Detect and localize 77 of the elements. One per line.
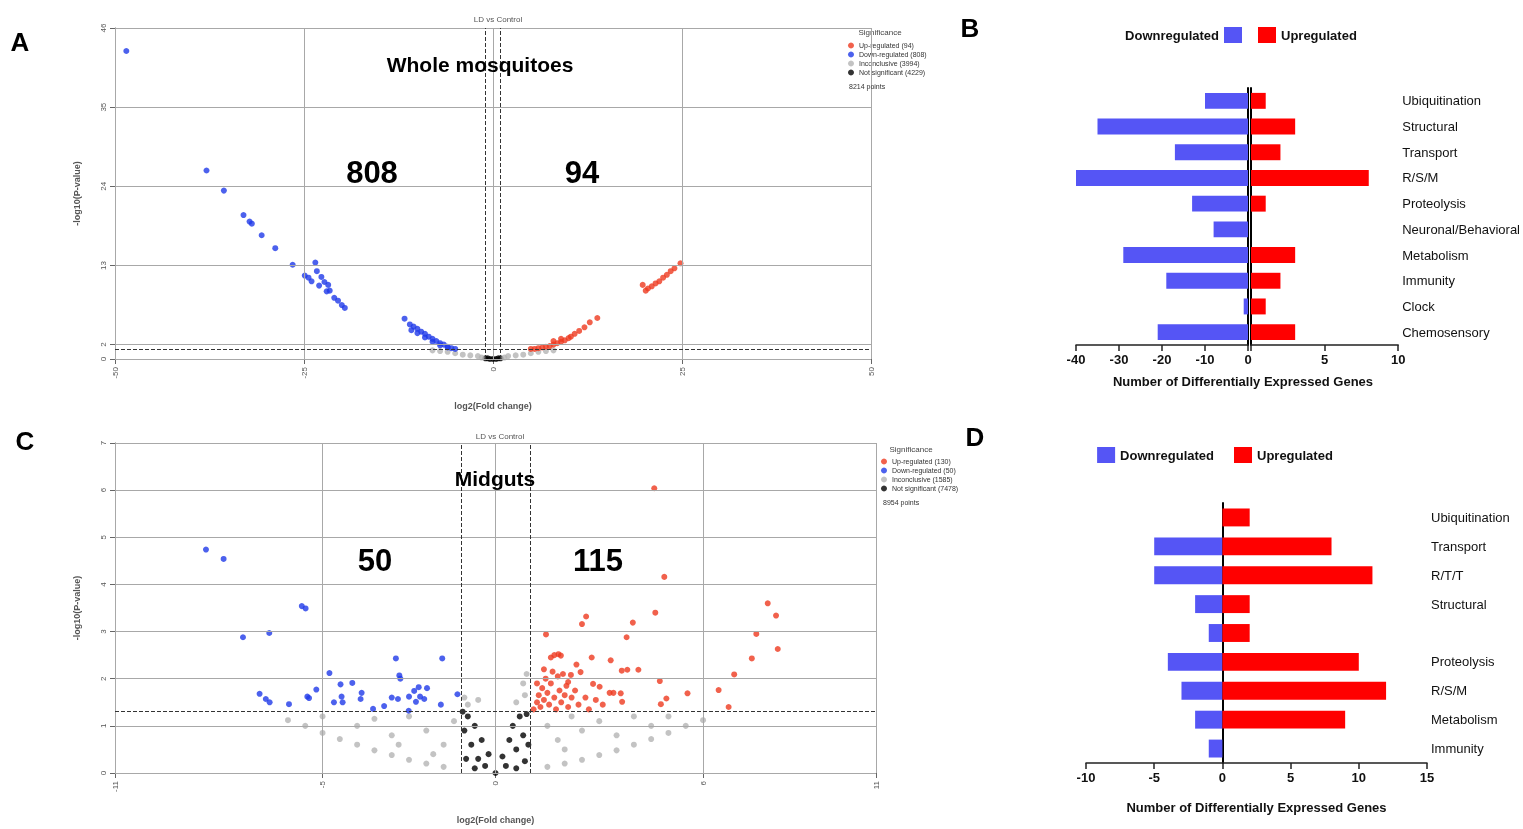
x-tick-label: -5 <box>318 780 328 789</box>
legend-label: Downregulated <box>1120 447 1215 463</box>
x-tick-label: -10 <box>1076 770 1096 785</box>
annotation: 94 <box>564 154 600 190</box>
chart-title: LD vs Control <box>475 431 525 441</box>
y-tick-label: Metabolism <box>1431 712 1498 728</box>
y-tick-label: Clock <box>1402 298 1436 314</box>
x-tick-label: 15 <box>1419 770 1435 785</box>
x-tick-label: 25 <box>677 366 687 376</box>
y-tick-label: Structural <box>1402 119 1458 135</box>
x-tick-label: -40 <box>1066 352 1086 367</box>
y-tick-label: Proteolysis <box>1431 654 1496 670</box>
x-tick-label: 5 <box>1320 352 1329 367</box>
y-tick-label: Chemosensory <box>1402 324 1491 340</box>
legend-label: Upregulated <box>1257 447 1333 463</box>
x-tick-label: -11 <box>110 780 120 792</box>
y-tick-label: Immunity <box>1402 273 1456 289</box>
y-tick-label: Structural <box>1431 596 1487 612</box>
y-tick-label: Transport <box>1431 538 1487 554</box>
x-tick-label: 6 <box>698 780 708 786</box>
y-tick-label: 7 <box>98 440 108 446</box>
chart-title: LD vs Control <box>473 14 523 24</box>
x-tick-label: -25 <box>299 366 309 379</box>
y-tick-label: Transport <box>1402 144 1458 160</box>
y-tick-label: 3 <box>98 628 108 634</box>
y-tick-label: 24 <box>98 181 108 191</box>
text: A <box>10 27 30 57</box>
legend-title: Significance <box>858 27 903 37</box>
x-tick-label: 50 <box>866 366 876 376</box>
x-axis-title: Number of Differentially Expressed Genes <box>1126 800 1387 815</box>
y-tick-label: Ubiquitination <box>1402 93 1481 109</box>
y-axis-title: -log10(P-value) <box>71 161 82 226</box>
annotation: 808 <box>346 154 398 190</box>
x-tick-label: 0 <box>1244 352 1252 367</box>
y-tick-label: 5 <box>98 534 108 540</box>
x-axis-title: log2(Fold change) <box>454 400 532 411</box>
y-axis-title: -log10(P-value) <box>71 575 82 641</box>
x-tick-label: 10 <box>1351 770 1367 785</box>
y-tick-label: R/S/M <box>1402 170 1439 186</box>
y-tick-label: Proteolysis <box>1402 196 1467 212</box>
annotation: 115 <box>572 542 624 578</box>
x-tick-label: 0 <box>1218 770 1227 785</box>
annotation: Whole mosquitoes <box>386 52 574 76</box>
x-tick-label: 5 <box>1286 770 1295 785</box>
y-tick-label: 6 <box>98 487 108 493</box>
x-axis-title: Number of Differentially Expressed Genes <box>1112 373 1374 389</box>
x-axis-title: log2(Fold change) <box>456 814 535 825</box>
y-tick-label: 2 <box>98 675 108 681</box>
y-tick-label: 13 <box>98 260 108 270</box>
y-tick-label: Metabolism <box>1402 247 1469 263</box>
y-tick-label: 2 <box>98 341 108 347</box>
x-tick-label: 0 <box>491 780 500 786</box>
x-tick-label: 11 <box>871 780 881 790</box>
x-tick-label: 10 <box>1390 352 1406 367</box>
x-tick-label: -50 <box>110 366 120 379</box>
x-tick-label: -10 <box>1195 352 1215 367</box>
y-tick-label: 35 <box>98 102 108 112</box>
legend-title: Significance <box>889 444 934 454</box>
y-tick-label: R/T/T <box>1431 567 1464 583</box>
y-tick-label: 46 <box>98 23 108 33</box>
text: C <box>15 426 35 456</box>
legend-label: Downregulated <box>1125 27 1220 43</box>
x-tick-label: -5 <box>1148 770 1160 785</box>
annotation: Midguts <box>454 466 536 490</box>
text: B <box>960 13 980 43</box>
y-tick-label: Ubiquitination <box>1431 509 1510 525</box>
legend-label: Upregulated <box>1281 27 1357 43</box>
y-tick-label: Neuronal/Behavioral <box>1402 221 1521 237</box>
annotation: 50 <box>357 542 393 578</box>
x-tick-label: 0 <box>488 366 498 372</box>
y-tick-label: 4 <box>98 581 108 587</box>
x-tick-label: -30 <box>1109 352 1129 367</box>
y-tick-label: R/S/M <box>1431 683 1468 699</box>
x-tick-label: -20 <box>1152 352 1172 367</box>
y-tick-label: 1 <box>98 723 108 729</box>
text: D <box>965 422 985 452</box>
y-tick-label: Immunity <box>1431 741 1485 757</box>
